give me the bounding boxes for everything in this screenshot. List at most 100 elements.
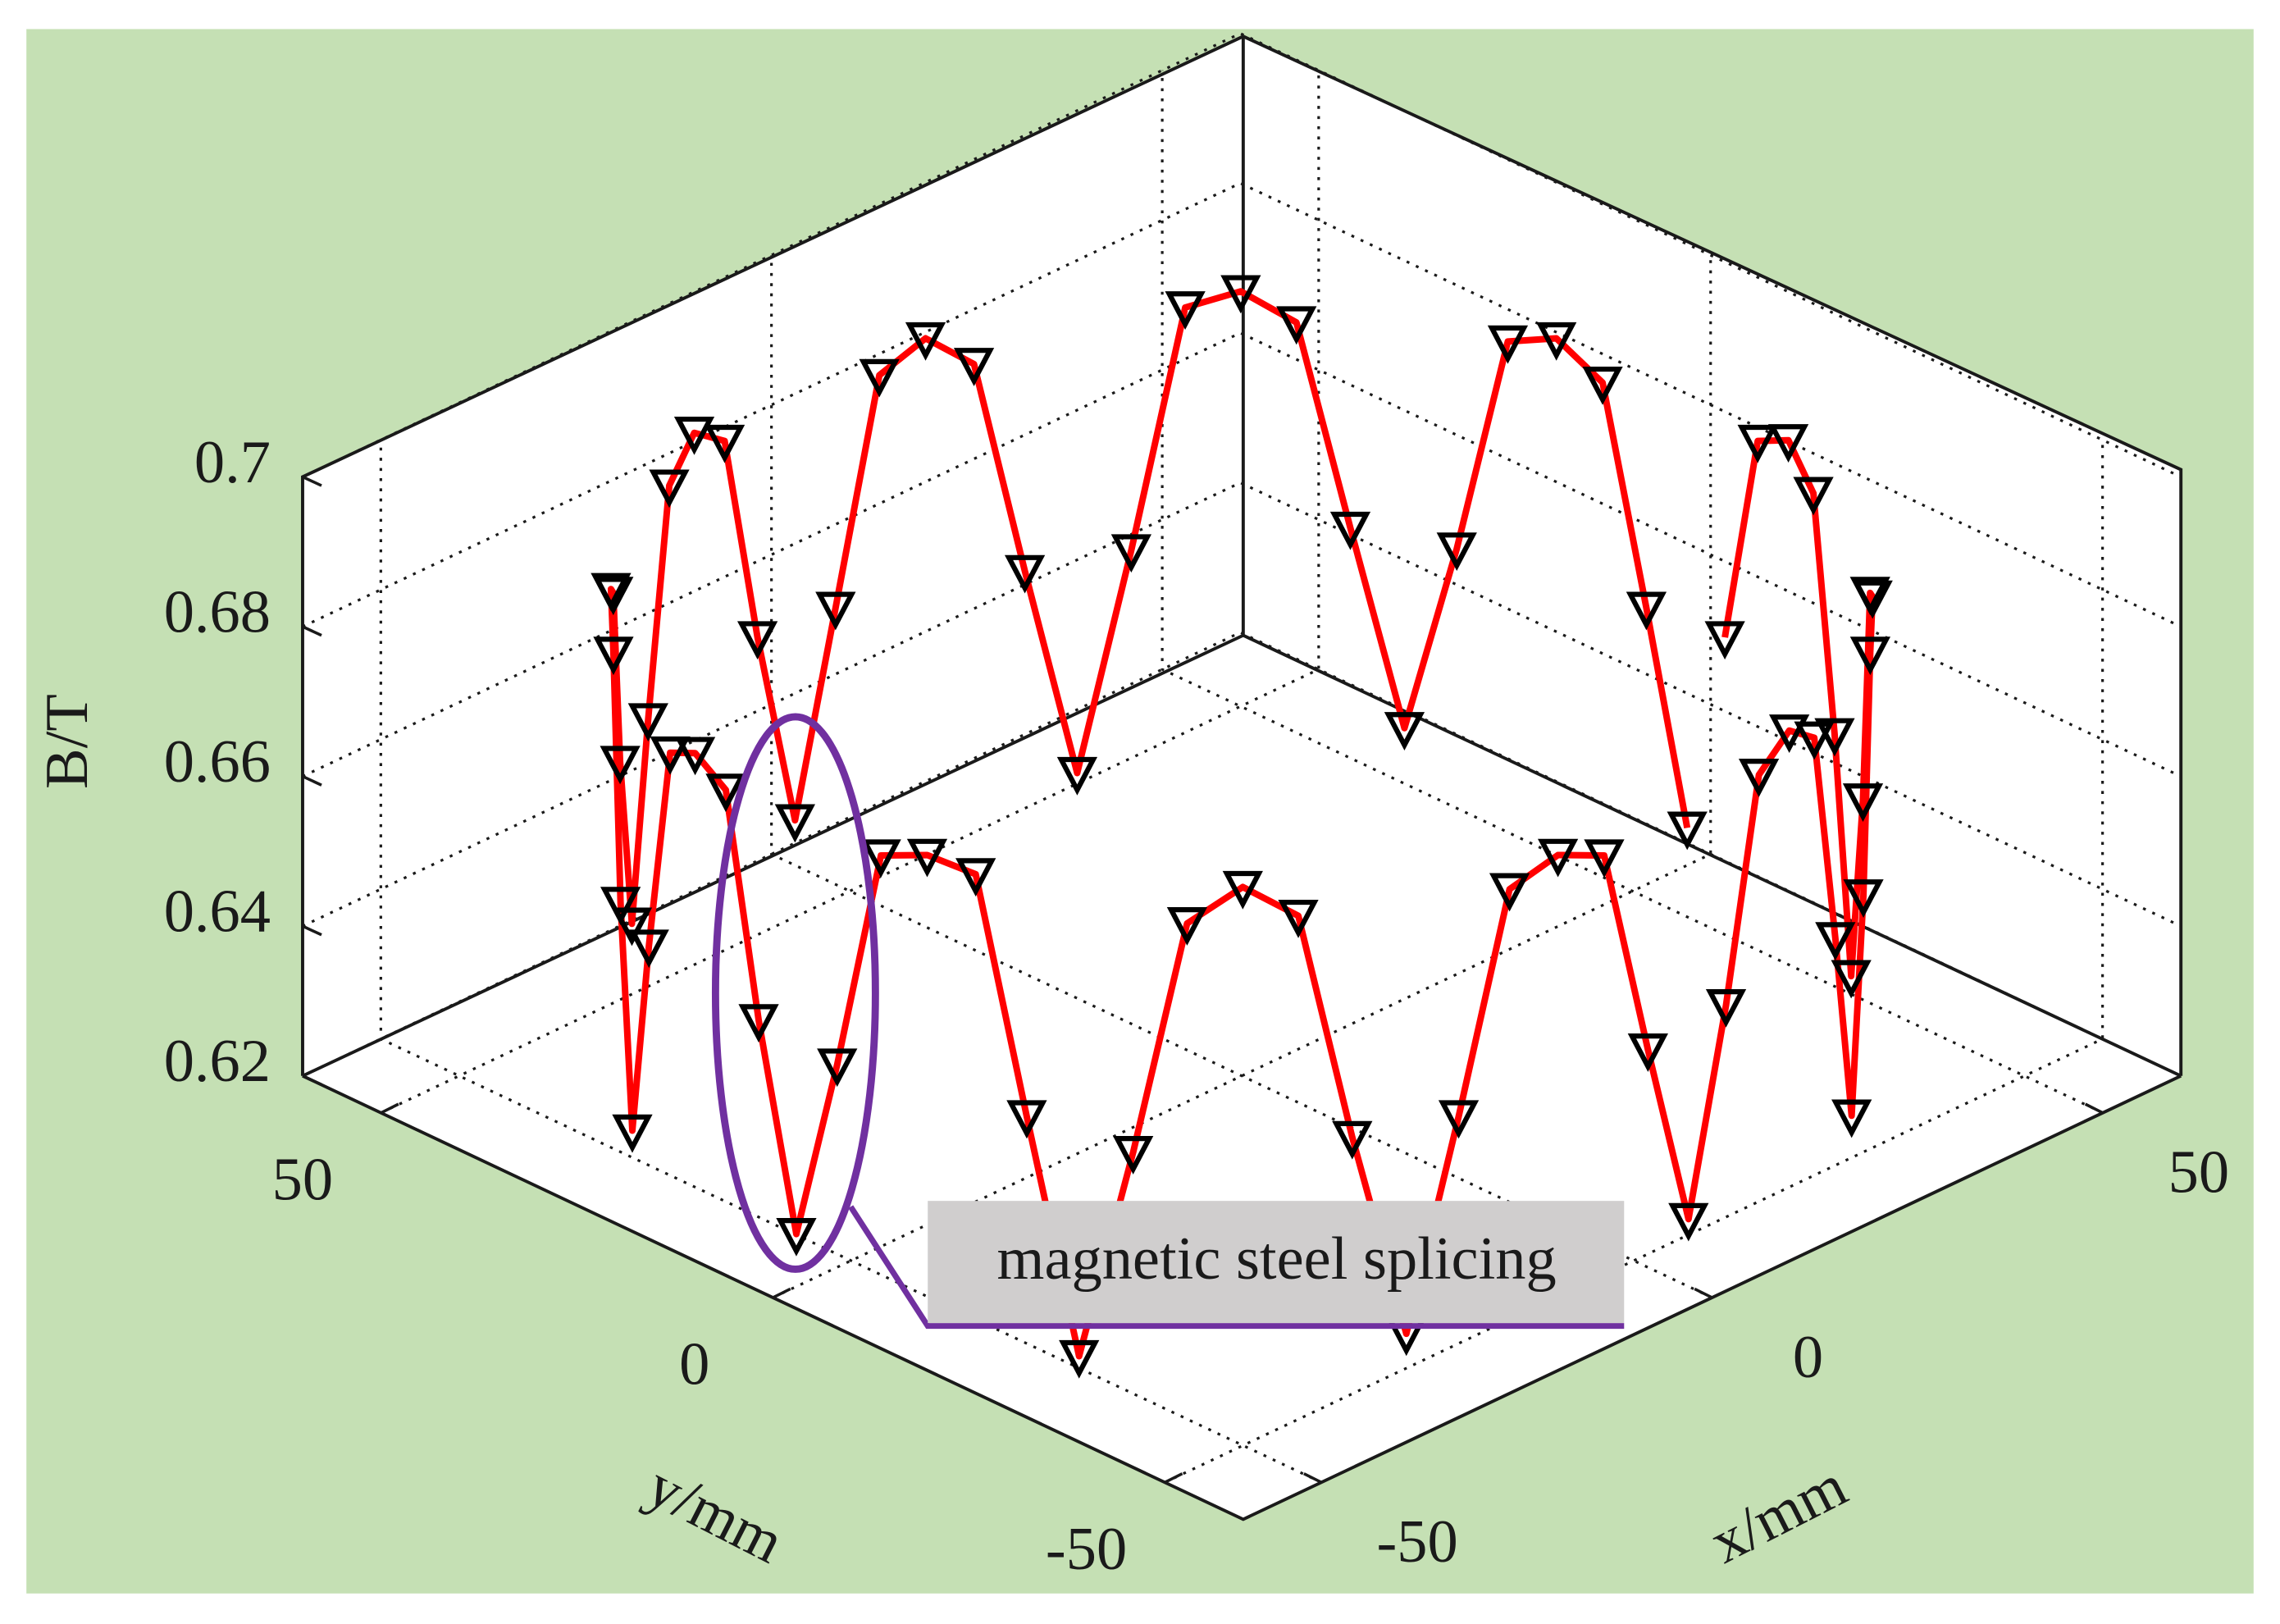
data-marker — [1110, 534, 1152, 573]
annotation-box — [928, 1201, 1625, 1324]
x-tick — [1694, 1287, 1713, 1299]
z-tick — [302, 475, 322, 487]
annotation-ellipse — [711, 713, 879, 1273]
data-marker — [704, 424, 746, 463]
data-marker — [1537, 838, 1579, 878]
axes-box — [301, 34, 2183, 1521]
data-marker — [1487, 325, 1529, 364]
data-marker — [1438, 1100, 1480, 1139]
y-tick-label: 50 — [272, 1146, 333, 1213]
floor-front-edges — [302, 1074, 2182, 1521]
data-marker — [1705, 988, 1747, 1028]
data-marker — [860, 839, 901, 878]
z-tick — [302, 1074, 322, 1086]
y-tick — [1164, 1472, 1183, 1484]
y-tick-label: -50 — [1046, 1516, 1127, 1583]
z-tick — [302, 774, 322, 787]
data-marker — [955, 858, 996, 897]
data-marker — [774, 804, 815, 843]
data-marker — [738, 1004, 779, 1043]
data-marker — [649, 469, 690, 509]
z-tick — [302, 924, 322, 937]
x-tick-label: 0 — [1793, 1324, 1823, 1391]
z-axis-label: B/T — [34, 694, 101, 789]
data-marker — [1489, 873, 1530, 912]
data-marker — [859, 358, 900, 398]
data-marker — [1831, 1099, 1872, 1138]
data-marker — [1667, 811, 1708, 851]
data-marker — [673, 416, 715, 455]
data-marker — [1849, 577, 1890, 616]
y-grid-line — [772, 255, 1712, 1299]
data-marker — [1165, 291, 1206, 330]
data-marker — [1815, 922, 1856, 961]
data-marker — [1059, 1339, 1100, 1379]
data-marker — [1737, 424, 1778, 463]
z-tick-label: 0.68 — [164, 578, 271, 645]
data-marker — [1006, 1100, 1047, 1139]
x-grid-line — [1161, 70, 2104, 1115]
data-marker — [1704, 621, 1745, 660]
z-tick-label: 0.66 — [164, 728, 271, 796]
data-marker — [1794, 721, 1835, 760]
z-grid-line — [302, 32, 2182, 478]
z-tick — [302, 625, 322, 637]
data-marker — [600, 887, 641, 926]
data-marker — [1166, 907, 1208, 946]
z-tick-label: 0.7 — [194, 429, 271, 496]
data-marker — [627, 703, 668, 742]
data-marker — [628, 929, 669, 969]
data-marker — [1536, 322, 1577, 361]
data-marker — [591, 573, 632, 612]
y-grid-line — [380, 70, 1320, 1115]
data-marker — [1276, 306, 1317, 345]
z-grid-line — [302, 181, 2182, 628]
data-marker — [906, 838, 948, 878]
z-tick-label: 0.62 — [164, 1028, 271, 1095]
data-marker — [674, 737, 716, 776]
data-marker — [1767, 424, 1809, 463]
data-marker — [650, 736, 691, 775]
y-tick-label: 0 — [679, 1331, 709, 1398]
plot — [591, 275, 1893, 1379]
data-marker — [705, 773, 746, 813]
annotation-connector — [848, 1205, 1625, 1330]
x-tick — [2084, 1102, 2104, 1115]
y-tick — [380, 1102, 399, 1115]
data-marker — [1626, 591, 1667, 631]
data-marker — [593, 636, 634, 676]
data-marker — [953, 348, 995, 386]
data-marker — [1436, 532, 1477, 572]
data-marker — [1113, 1136, 1154, 1175]
data-marker — [1831, 960, 1872, 999]
data-marker — [1738, 759, 1780, 797]
data-marker — [736, 621, 778, 660]
data-marker — [1769, 714, 1810, 753]
data-marker — [1842, 783, 1884, 822]
x-tick — [1303, 1472, 1322, 1484]
data-marker — [611, 907, 653, 947]
data-marker — [1329, 511, 1371, 550]
data-marker — [1220, 275, 1261, 314]
annotation-text: magnetic steel splicing — [997, 1225, 1557, 1293]
data-marker — [1332, 1120, 1373, 1160]
data-marker — [612, 1114, 653, 1153]
x-grid-line — [770, 255, 1713, 1299]
data-marker — [1584, 839, 1625, 878]
data-marker — [1384, 712, 1425, 750]
y-grid-line — [1164, 440, 2104, 1484]
data-marker — [1814, 718, 1855, 757]
data-marker — [1843, 879, 1884, 918]
z-tick-label: 0.64 — [164, 878, 271, 946]
data-marker — [1056, 756, 1098, 796]
data-marker — [1668, 1202, 1709, 1242]
ticks: 0.62 0.64 0.66 0.68 0.7 -50 0 50 -50 0 50 — [164, 429, 2229, 1583]
data-marker — [1222, 870, 1263, 910]
data-marker — [776, 1218, 817, 1257]
data-marker — [1278, 899, 1319, 938]
data-marker — [815, 591, 856, 631]
x-tick-label: -50 — [1377, 1508, 1458, 1576]
data-marker — [817, 1048, 858, 1088]
data-marker — [905, 322, 946, 361]
